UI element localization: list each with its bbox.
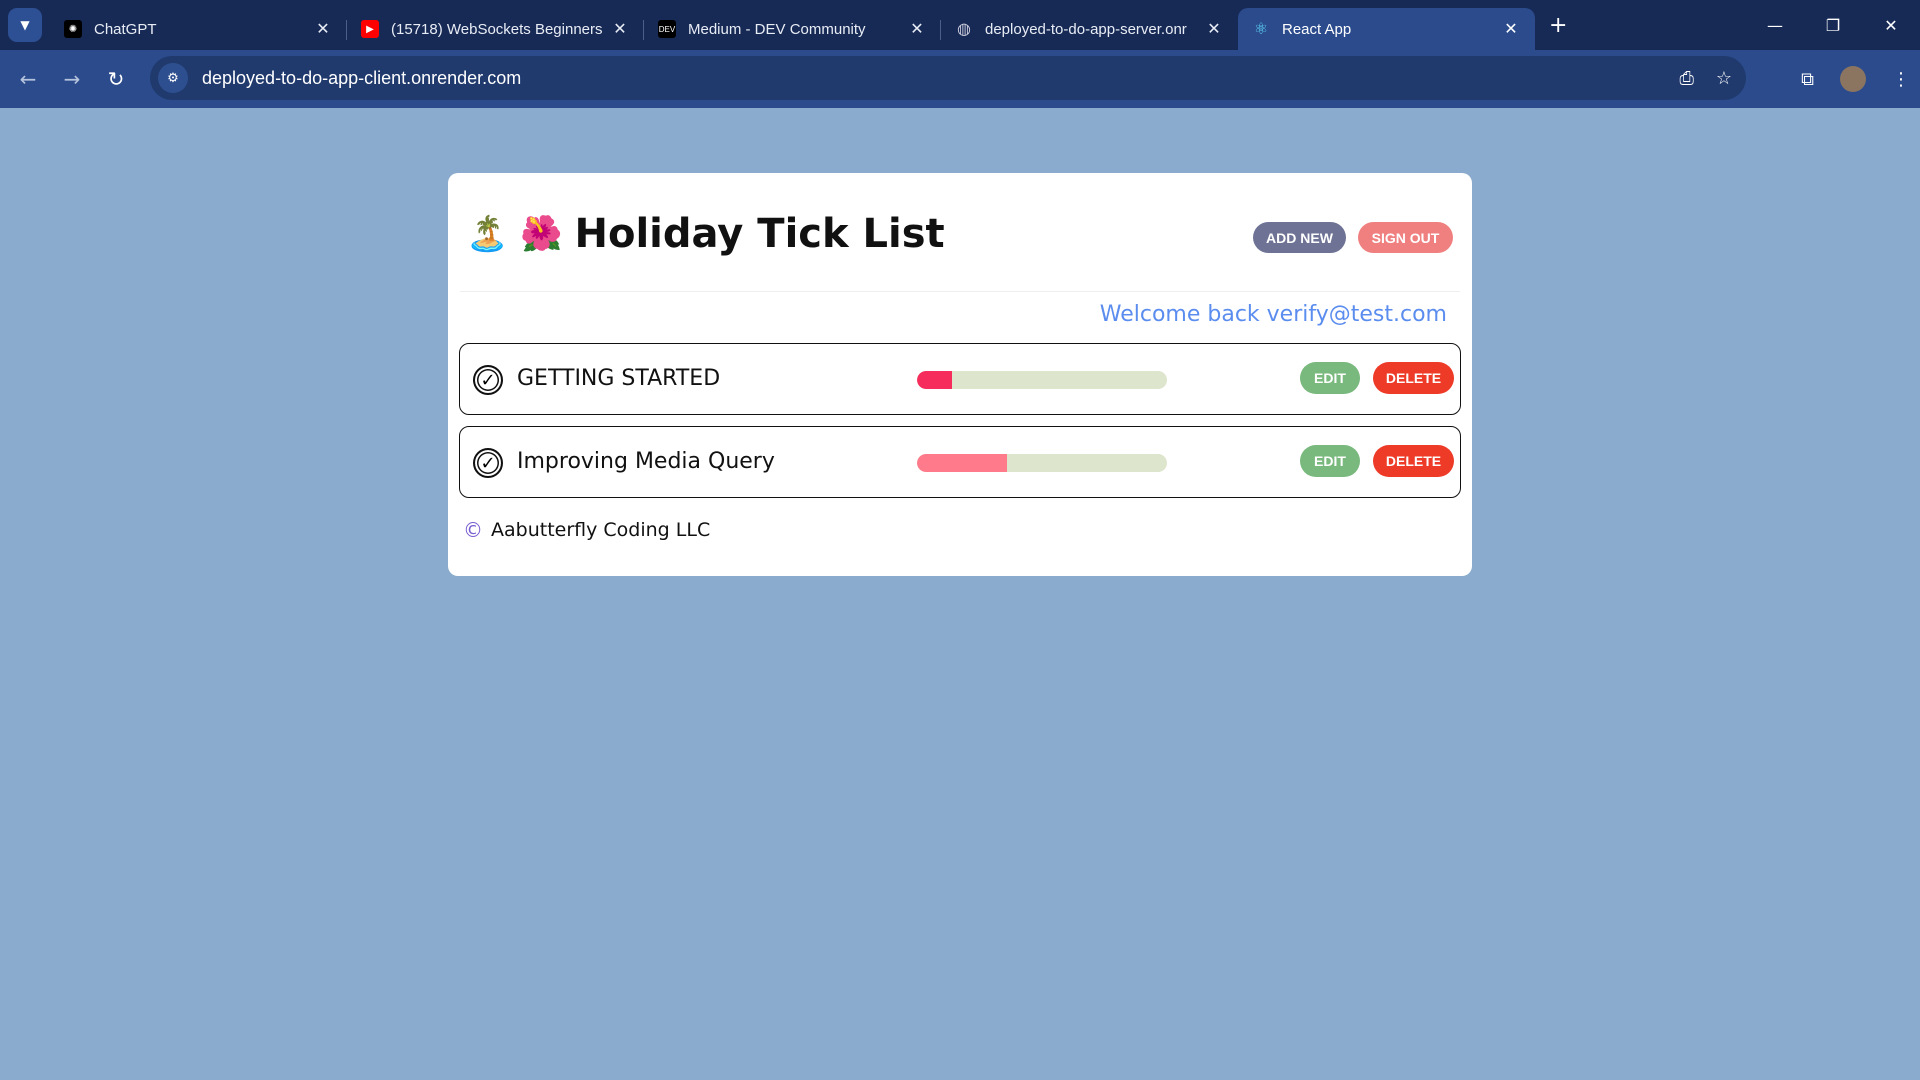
progress-fill [917,454,1007,472]
back-icon[interactable]: ← [19,67,37,91]
close-tab-icon[interactable]: ✕ [316,21,330,38]
site-info-icon[interactable]: ⚙ [158,63,188,93]
window-controls: — ❐ ✕ [1746,0,1920,50]
profile-avatar[interactable] [1840,66,1866,92]
divider [460,291,1460,292]
dev-icon: DEV [658,20,676,38]
extensions-icon[interactable]: ⧉ [1801,68,1814,90]
holiday-emoji-icons: 🏝️ 🌺 [466,214,563,254]
forward-icon[interactable]: → [63,67,81,91]
progress-fill [917,371,952,389]
delete-button[interactable]: DELETE [1373,362,1454,394]
browser-toolbar: ← → ↻ ⚙ deployed-to-do-app-client.onrend… [0,50,1920,108]
close-tab-icon[interactable]: ✕ [1207,21,1221,38]
check-circle-icon: ✓ [473,448,503,478]
edit-button[interactable]: EDIT [1300,362,1360,394]
bookmark-star-icon[interactable]: ☆ [1715,67,1732,89]
delete-button[interactable]: DELETE [1373,445,1454,477]
tab-server[interactable]: ◍ deployed-to-do-app-server.onr ✕ [941,8,1238,50]
tab-youtube[interactable]: ▶ (15718) WebSockets Beginners ✕ [347,8,644,50]
globe-icon: ◍ [957,21,971,38]
page-title: 🏝️ 🌺 Holiday Tick List [466,211,945,257]
close-window-icon[interactable]: ✕ [1884,15,1898,35]
url-text[interactable]: deployed-to-do-app-client.onrender.com [202,67,522,88]
check-circle-icon: ✓ [473,365,503,395]
sign-out-button[interactable]: SIGN OUT [1358,222,1453,253]
address-bar[interactable]: ⚙ deployed-to-do-app-client.onrender.com… [150,56,1746,100]
progress-bar [917,371,1167,389]
youtube-icon: ▶ [361,20,379,38]
close-tab-icon[interactable]: ✕ [1504,21,1518,38]
edit-button[interactable]: EDIT [1300,445,1360,477]
progress-bar [917,454,1167,472]
app-card: 🏝️ 🌺 Holiday Tick List ADD NEW SIGN OUT … [448,173,1472,576]
task-title: Improving Media Query [517,449,775,474]
new-tab-button[interactable]: + [1549,12,1568,38]
minimize-icon[interactable]: — [1767,15,1783,35]
tab-chatgpt[interactable]: ✺ ChatGPT ✕ [50,8,347,50]
menu-kebab-icon[interactable]: ⋮ [1892,68,1910,90]
close-tab-icon[interactable]: ✕ [910,21,924,38]
install-app-icon[interactable]: ⎙ [1679,67,1694,89]
tab-react-app[interactable]: ⚛ React App ✕ [1238,8,1535,50]
footer-text: Aabutterfly Coding LLC [491,519,711,541]
copyright-icon: © [463,518,483,542]
tab-strip: ▼ ✺ ChatGPT ✕ ▶ (15718) WebSockets Begin… [0,0,1920,50]
react-icon: ⚛ [1253,21,1269,38]
chatgpt-icon: ✺ [64,20,82,38]
tab-dev[interactable]: DEV Medium - DEV Community ✕ [644,8,941,50]
task-title: GETTING STARTED [517,366,721,391]
close-tab-icon[interactable]: ✕ [613,21,627,38]
task-row: ✓ Improving Media Query EDIT DELETE [459,426,1461,498]
restore-icon[interactable]: ❐ [1825,15,1841,35]
footer: © Aabutterfly Coding LLC [463,518,710,542]
task-row: ✓ GETTING STARTED EDIT DELETE [459,343,1461,415]
tab-search-button[interactable]: ▼ [8,8,42,42]
reload-icon[interactable]: ↻ [107,67,125,91]
add-new-button[interactable]: ADD NEW [1253,222,1346,253]
welcome-message: Welcome back verify@test.com [1099,302,1447,327]
